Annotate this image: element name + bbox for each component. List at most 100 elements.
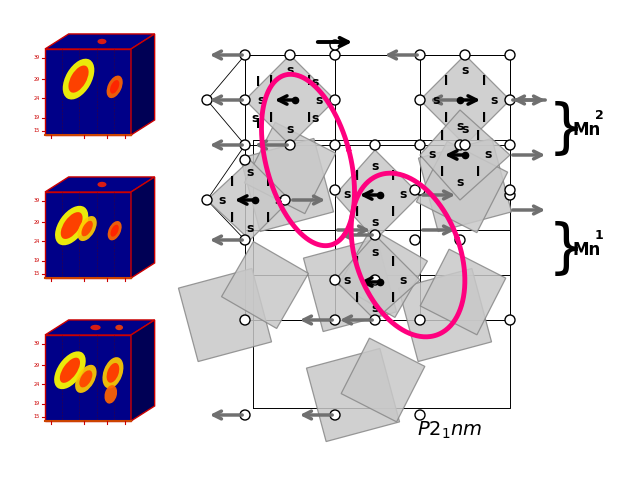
Polygon shape: [221, 241, 308, 328]
Text: l: l: [355, 170, 359, 183]
Polygon shape: [45, 49, 131, 135]
Text: s: s: [246, 221, 253, 235]
Circle shape: [415, 315, 425, 325]
Text: s: s: [399, 274, 406, 287]
Text: l: l: [269, 112, 273, 125]
Text: 29: 29: [34, 362, 40, 368]
Circle shape: [330, 410, 340, 420]
Text: Mn: Mn: [572, 121, 600, 139]
Circle shape: [285, 50, 295, 60]
Text: s: s: [316, 94, 323, 107]
Text: 29: 29: [34, 77, 40, 82]
Text: l: l: [482, 74, 486, 88]
Text: s: s: [286, 64, 294, 77]
Ellipse shape: [102, 357, 124, 388]
Text: 39: 39: [34, 198, 40, 203]
Circle shape: [455, 235, 465, 245]
Polygon shape: [417, 141, 508, 233]
Circle shape: [240, 140, 250, 150]
Circle shape: [415, 185, 425, 195]
Ellipse shape: [75, 365, 97, 393]
Circle shape: [202, 195, 212, 205]
Text: l: l: [391, 170, 395, 183]
Polygon shape: [339, 228, 428, 317]
Text: l: l: [482, 112, 486, 125]
Circle shape: [370, 230, 380, 240]
Polygon shape: [307, 348, 399, 442]
Text: l: l: [440, 167, 444, 180]
Ellipse shape: [107, 363, 119, 383]
Text: 39: 39: [34, 55, 40, 60]
Text: l: l: [440, 131, 444, 144]
Ellipse shape: [54, 351, 86, 389]
Text: 15: 15: [34, 271, 40, 276]
Circle shape: [240, 410, 250, 420]
Text: l: l: [355, 255, 359, 268]
Text: 2: 2: [595, 109, 604, 122]
Text: l: l: [391, 255, 395, 268]
Text: }: }: [548, 101, 585, 158]
Text: 24: 24: [34, 96, 40, 101]
Text: $P2_1nm$: $P2_1nm$: [417, 420, 483, 441]
Circle shape: [330, 95, 340, 105]
Polygon shape: [335, 235, 420, 320]
Text: s: s: [252, 111, 259, 124]
Circle shape: [330, 40, 340, 50]
Text: l: l: [391, 291, 395, 304]
Circle shape: [370, 275, 380, 285]
Ellipse shape: [61, 212, 83, 239]
Ellipse shape: [104, 385, 117, 404]
Text: s: s: [257, 94, 264, 107]
Circle shape: [240, 155, 250, 165]
Polygon shape: [131, 177, 155, 278]
Polygon shape: [131, 34, 155, 135]
Circle shape: [330, 315, 340, 325]
Polygon shape: [207, 160, 290, 240]
Text: s: s: [461, 64, 468, 77]
Text: 1: 1: [595, 229, 604, 242]
Circle shape: [505, 190, 515, 200]
Text: s: s: [461, 123, 468, 136]
Circle shape: [455, 140, 465, 150]
Ellipse shape: [77, 216, 97, 241]
Circle shape: [240, 95, 250, 105]
Ellipse shape: [90, 325, 100, 330]
Circle shape: [505, 315, 515, 325]
Circle shape: [240, 315, 250, 325]
Text: l: l: [256, 119, 260, 132]
Text: l: l: [230, 212, 234, 225]
Text: s: s: [371, 216, 379, 229]
Polygon shape: [420, 110, 510, 200]
Text: s: s: [371, 160, 379, 173]
Polygon shape: [245, 55, 335, 145]
Ellipse shape: [79, 370, 92, 387]
Circle shape: [370, 140, 380, 150]
Circle shape: [330, 185, 340, 195]
Circle shape: [280, 195, 290, 205]
Ellipse shape: [115, 325, 123, 330]
Text: l: l: [230, 176, 234, 189]
Polygon shape: [45, 192, 131, 278]
Text: l: l: [444, 74, 448, 88]
Text: l: l: [307, 74, 311, 88]
Ellipse shape: [111, 225, 119, 237]
Text: l: l: [476, 167, 480, 180]
Polygon shape: [303, 239, 397, 332]
Circle shape: [505, 95, 515, 105]
Polygon shape: [45, 177, 155, 192]
Circle shape: [285, 140, 295, 150]
Polygon shape: [335, 150, 420, 240]
Text: 39: 39: [34, 341, 40, 346]
Text: l: l: [256, 75, 260, 88]
Polygon shape: [399, 268, 492, 361]
Ellipse shape: [60, 358, 80, 383]
Circle shape: [415, 140, 425, 150]
Circle shape: [505, 185, 515, 195]
Ellipse shape: [68, 65, 88, 93]
Text: s: s: [343, 274, 351, 287]
Text: 15: 15: [34, 128, 40, 133]
Circle shape: [415, 410, 425, 420]
Circle shape: [370, 315, 380, 325]
Text: l: l: [266, 212, 270, 225]
Text: Mn: Mn: [572, 241, 600, 259]
